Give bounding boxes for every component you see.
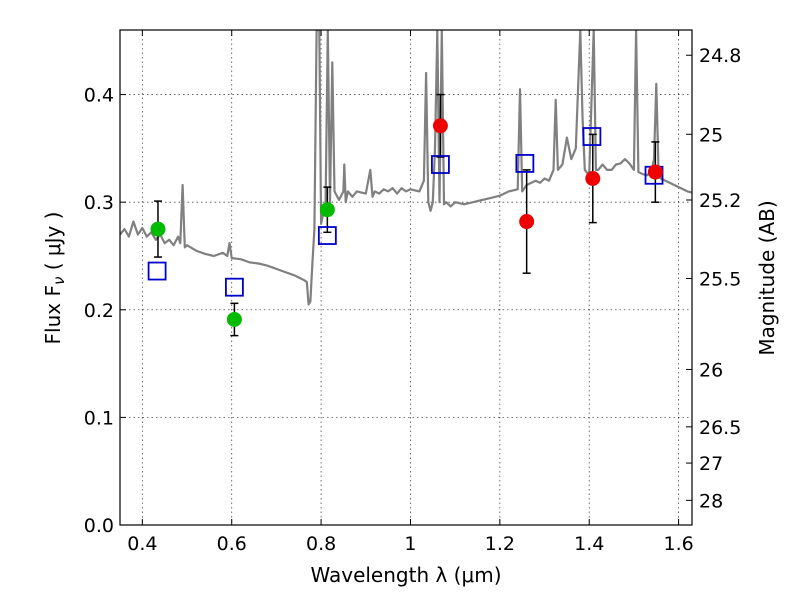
x-tick-label: 1.4 (574, 533, 604, 555)
y2-tick-label: 25.5 (699, 268, 741, 290)
x-axis-title: Wavelength λ (μm) (310, 563, 501, 587)
observed-points-layer (150, 118, 663, 327)
y-tick-label: 0.3 (84, 192, 114, 214)
x-tick-label: 1 (404, 533, 416, 555)
y2-tick-label: 26.5 (699, 417, 741, 439)
x-tick-label: 0.8 (306, 533, 336, 555)
y-axis-title-unit: ( μJy ) (41, 212, 65, 277)
y-axis-title-main: Flux F (41, 285, 65, 344)
y-axis-title: Flux Fν ( μJy ) (41, 212, 68, 345)
axis-ticks: 0.4 0.6 0.8 1 1.2 1.4 1.6 0.0 0.1 0.2 0.3 0.4 24.8 25… (84, 30, 741, 555)
y2-tick-label: 25 (699, 124, 723, 146)
x-tick-label: 0.6 (217, 533, 247, 555)
plot-frame (119, 29, 693, 526)
observed-point (319, 202, 335, 218)
x-tick-label: 1.6 (663, 533, 693, 555)
model-point (582, 127, 602, 146)
spectrum-line (120, 30, 692, 306)
y2-tick-label: 27 (699, 453, 723, 475)
y-axis-title-subscript: ν (50, 277, 68, 285)
model-point (431, 155, 450, 174)
model-point (224, 277, 244, 297)
y-tick-label: 0.0 (84, 515, 114, 537)
y-tick-label: 0.1 (84, 407, 114, 429)
y-tick-label: 0.2 (84, 300, 114, 322)
model-point (317, 226, 337, 245)
model-point (515, 154, 535, 173)
y2-tick-label: 28 (699, 490, 723, 512)
y2-tick-label: 25.2 (699, 190, 741, 212)
observed-point (432, 118, 448, 134)
model-point (147, 261, 167, 281)
observed-point (585, 171, 601, 186)
model-points-layer (147, 127, 664, 297)
observed-point (150, 221, 166, 237)
observed-point (647, 164, 663, 180)
x-tick-label: 1.2 (485, 533, 515, 555)
y-tick-label: 0.4 (84, 85, 114, 107)
y2-tick-label: 24.8 (699, 45, 741, 67)
observed-point (519, 214, 535, 230)
x-tick-label: 0.4 (127, 533, 157, 555)
y2-axis-title: Magnitude (AB) (755, 200, 779, 355)
observed-point (226, 311, 242, 327)
y2-tick-label: 26 (699, 359, 723, 381)
spectrum-layer (120, 30, 692, 306)
